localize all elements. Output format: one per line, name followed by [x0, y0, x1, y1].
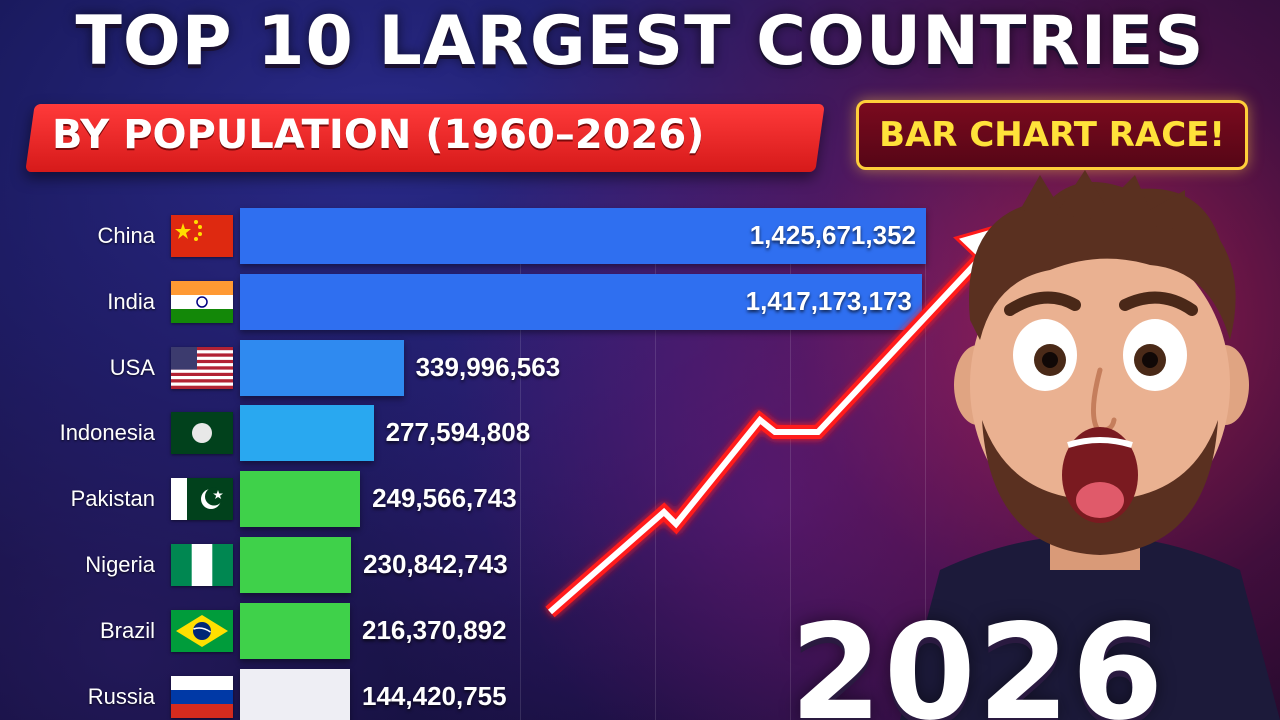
grid-line [925, 210, 926, 720]
country-label: India [107, 288, 155, 314]
country-label: USA [109, 354, 155, 380]
country-label: Nigeria [85, 552, 155, 577]
nigeria-flag-icon [171, 544, 233, 586]
bar-value-label: 277,594,808 [385, 417, 531, 448]
bar-value-label: 230,842,743 [363, 549, 508, 579]
bar-usa [240, 339, 404, 396]
country-label: Brazil [99, 617, 155, 643]
badge-label: BAR CHART RACE! [879, 115, 1225, 155]
bar-russia [240, 668, 350, 720]
bar-value-label: 1,425,671,352 [749, 220, 916, 250]
grid-line [790, 210, 791, 720]
main-title: TOP 10 LARGEST COUNTRIES [75, 2, 1205, 81]
country-label: Indonesia [59, 420, 155, 446]
bar-value-label: 216,370,892 [362, 614, 507, 645]
subtitle: BY POPULATION (1960–2026) [52, 112, 705, 158]
indonesia-flag-icon [171, 412, 233, 455]
surprised-man-icon [900, 170, 1280, 720]
grid-line [520, 210, 521, 720]
bar-nigeria [240, 537, 352, 593]
bar-value-label: 339,996,563 [415, 351, 561, 382]
bar-chart-race-badge: BAR CHART RACE! [856, 100, 1248, 170]
india-flag-icon [171, 280, 233, 323]
bar-india [240, 273, 922, 330]
pakistan-flag-icon [171, 478, 233, 521]
country-label: Russia [87, 683, 155, 709]
bar-indonesia [240, 405, 374, 462]
year-counter: 2026 [790, 596, 1166, 720]
grid-line [655, 210, 656, 720]
bar-value-label: 249,566,743 [372, 483, 517, 514]
usa-flag-icon [171, 346, 233, 389]
brazil-flag-icon [171, 609, 233, 652]
bar-value-label: 144,420,755 [362, 680, 507, 711]
country-label: Pakistan [70, 486, 155, 512]
bar-china [240, 208, 926, 264]
bar-value-label: 1,417,173,173 [745, 285, 912, 316]
russia-flag-icon [171, 675, 233, 718]
country-label: China [97, 223, 155, 248]
china-flag-icon [171, 215, 233, 257]
bar-pakistan [240, 471, 361, 528]
bar-brazil [240, 602, 350, 659]
